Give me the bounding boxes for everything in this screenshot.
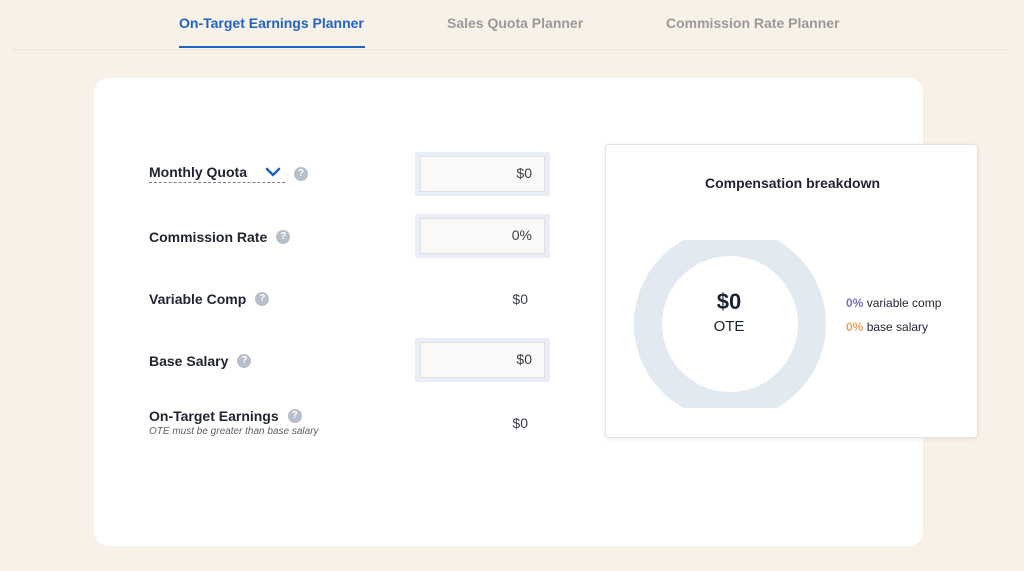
tab-on-target-earnings-planner[interactable]: On-Target Earnings Planner — [179, 15, 364, 31]
ote-total-label: OTE — [713, 318, 745, 335]
commission-rate-field-wrap: 0% — [415, 214, 550, 258]
question-circle-icon[interactable]: ? — [255, 292, 270, 306]
base-salary-field-wrap: $0 — [415, 338, 550, 382]
active-tab-indicator — [179, 46, 365, 48]
commission-rate-label: Commission Rate — [149, 229, 268, 245]
panel-title: Compensation breakdown — [704, 175, 881, 191]
chevron-down-icon[interactable] — [265, 164, 281, 180]
planner-tabs: On-Target Earnings Planner Sales Quota P… — [12, 0, 1006, 50]
question-circle-icon[interactable]: ? — [237, 354, 252, 368]
legend-base-label: base salary — [866, 320, 929, 334]
ote-value: $0 — [512, 415, 528, 431]
question-circle-icon[interactable]: ? — [276, 230, 291, 244]
tab-sales-quota-planner[interactable]: Sales Quota Planner — [447, 15, 584, 31]
ote-total: $0 — [716, 289, 742, 314]
legend-variable-label: variable comp — [866, 296, 942, 310]
legend-variable-pct: 0% — [846, 296, 864, 310]
variable-comp-value: $0 — [512, 291, 528, 307]
donut-ring — [634, 240, 826, 408]
legend-base-salary: 0% base salary — [846, 320, 928, 334]
tab-commission-rate-planner[interactable]: Commission Rate Planner — [666, 15, 840, 31]
variable-comp-label: Variable Comp — [149, 291, 247, 307]
monthly-quota-input[interactable]: $0 — [420, 156, 545, 192]
monthly-quota-dropdown[interactable]: Monthly Quota — [149, 164, 285, 183]
monthly-quota-field-wrap: $0 — [415, 152, 550, 196]
monthly-quota-label: Monthly Quota — [149, 164, 247, 180]
base-salary-input[interactable]: $0 — [420, 342, 545, 378]
question-circle-icon[interactable]: ? — [287, 409, 302, 423]
donut-chart — [634, 240, 826, 408]
monthly-quota-row-label: Monthly Quota ? — [149, 164, 308, 183]
base-salary-row-label: Base Salary ? — [149, 353, 252, 369]
base-salary-label: Base Salary — [149, 353, 229, 369]
variable-comp-row-label: Variable Comp ? — [149, 291, 270, 307]
commission-rate-row-label: Commission Rate ? — [149, 229, 291, 245]
legend-base-pct: 0% — [846, 320, 864, 334]
ote-row-label: On-Target Earnings ? — [149, 408, 302, 424]
legend-variable-comp: 0% variable comp — [846, 296, 941, 310]
ote-note: OTE must be greater than base salary — [149, 426, 319, 437]
commission-rate-input[interactable]: 0% — [420, 218, 545, 254]
question-circle-icon[interactable]: ? — [294, 166, 308, 181]
compensation-breakdown-panel: Compensation breakdown $0 OTE 0% variabl… — [605, 144, 978, 438]
ote-label: On-Target Earnings — [149, 408, 279, 424]
